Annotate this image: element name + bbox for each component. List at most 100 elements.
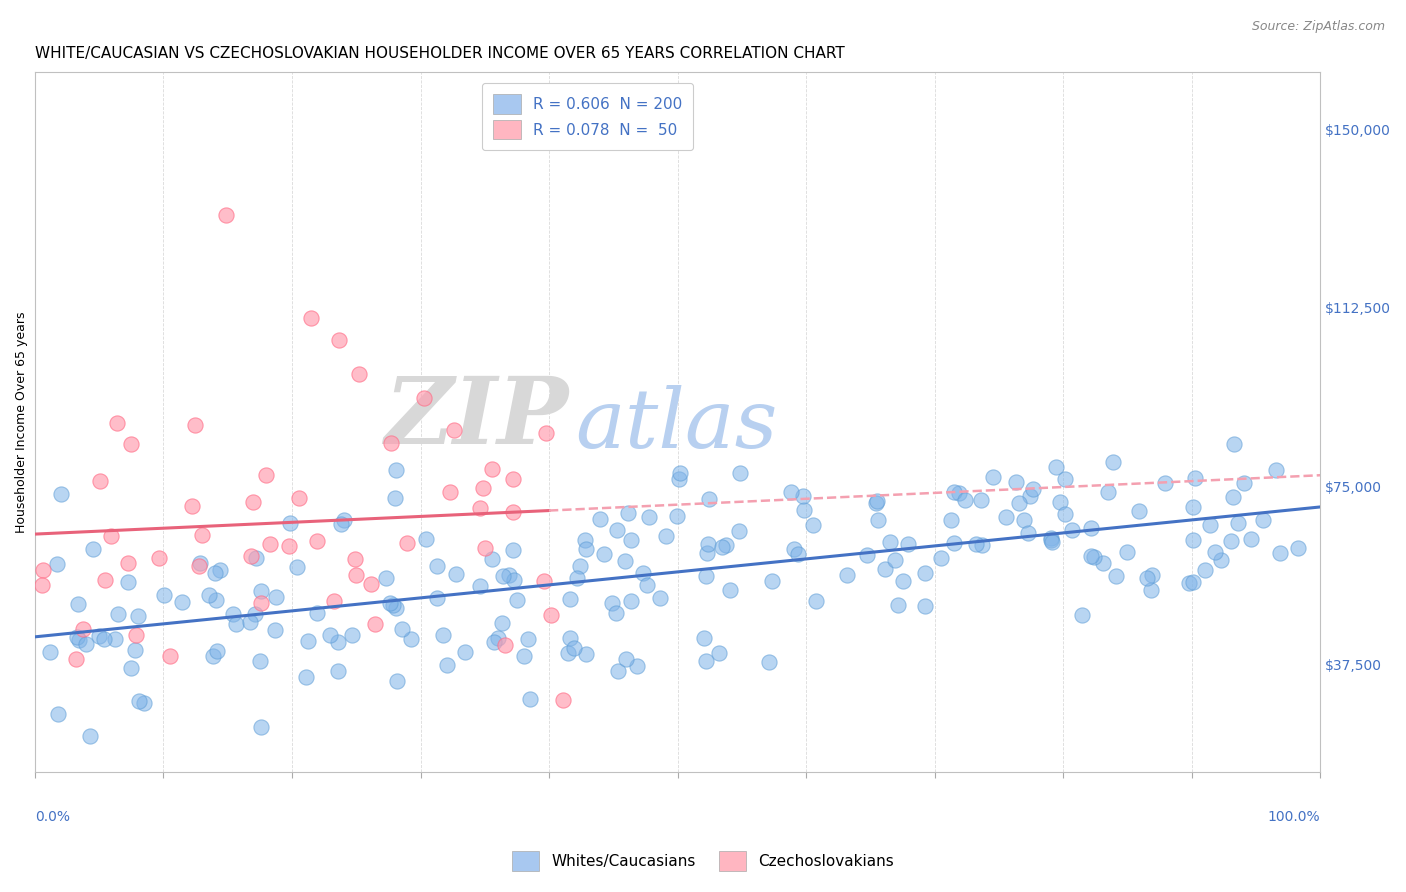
Point: [865, 496, 887, 510]
Point: [1181, 533, 1204, 547]
Point: [104, 632, 127, 646]
Point: [502, 505, 524, 519]
Point: [492, 569, 515, 583]
Point: [891, 574, 914, 588]
Point: [787, 547, 810, 561]
Point: [328, 333, 350, 347]
Point: [638, 510, 661, 524]
Point: [204, 566, 226, 580]
Point: [384, 491, 406, 506]
Point: [93, 632, 115, 646]
Point: [242, 494, 264, 508]
Point: [100, 529, 122, 543]
Point: [606, 523, 628, 537]
Point: [153, 588, 176, 602]
Point: [333, 513, 356, 527]
Point: [502, 472, 524, 486]
Point: [360, 576, 382, 591]
Point: [278, 539, 301, 553]
Point: [728, 467, 751, 481]
Point: [396, 535, 419, 549]
Point: [1017, 525, 1039, 540]
Point: [124, 643, 146, 657]
Point: [278, 516, 301, 531]
Point: [105, 417, 128, 431]
Point: [948, 485, 970, 500]
Point: [617, 506, 640, 520]
Point: [188, 556, 211, 570]
Point: [1233, 476, 1256, 491]
Point: [953, 493, 976, 508]
Point: [758, 655, 780, 669]
Point: [607, 664, 630, 678]
Point: [474, 541, 496, 555]
Point: [66, 597, 89, 611]
Point: [294, 670, 316, 684]
Point: [285, 559, 308, 574]
Point: [391, 622, 413, 636]
Point: [245, 551, 267, 566]
Point: [1012, 513, 1035, 527]
Point: [297, 634, 319, 648]
Point: [605, 606, 627, 620]
Point: [1083, 549, 1105, 564]
Point: [31, 578, 53, 592]
Point: [783, 542, 806, 557]
Point: [82, 542, 104, 557]
Point: [344, 552, 367, 566]
Point: [1071, 607, 1094, 622]
Point: [1182, 500, 1205, 514]
Point: [1286, 541, 1309, 555]
Y-axis label: Householder Income Over 65 years: Householder Income Over 65 years: [15, 311, 28, 533]
Point: [38, 645, 60, 659]
Point: [668, 472, 690, 486]
Point: [1092, 556, 1115, 570]
Point: [299, 311, 322, 326]
Point: [516, 632, 538, 646]
Point: [503, 574, 526, 588]
Point: [201, 648, 224, 663]
Point: [1040, 533, 1063, 548]
Point: [575, 542, 598, 557]
Point: [117, 575, 139, 590]
Point: [1128, 504, 1150, 518]
Point: [468, 500, 491, 515]
Point: [1251, 513, 1274, 527]
Point: [46, 706, 69, 721]
Point: [94, 573, 117, 587]
Point: [536, 425, 558, 440]
Point: [565, 571, 588, 585]
Point: [190, 528, 212, 542]
Point: [120, 437, 142, 451]
Point: [695, 654, 717, 668]
Point: [132, 696, 155, 710]
Point: [322, 593, 344, 607]
Point: [1022, 482, 1045, 496]
Point: [1005, 475, 1028, 489]
Point: [1080, 521, 1102, 535]
Point: [695, 569, 717, 583]
Text: Source: ZipAtlas.com: Source: ZipAtlas.com: [1251, 20, 1385, 33]
Point: [254, 467, 277, 482]
Point: [981, 470, 1004, 484]
Point: [1227, 516, 1250, 530]
Point: [879, 535, 901, 549]
Point: [239, 615, 262, 629]
Point: [1039, 531, 1062, 545]
Point: [887, 598, 910, 612]
Point: [125, 628, 148, 642]
Point: [1105, 568, 1128, 582]
Point: [707, 646, 730, 660]
Point: [1222, 490, 1244, 504]
Point: [491, 615, 513, 630]
Point: [620, 533, 643, 547]
Text: ZIP: ZIP: [384, 374, 568, 464]
Point: [942, 484, 965, 499]
Point: [472, 481, 495, 495]
Point: [215, 208, 238, 222]
Point: [239, 549, 262, 563]
Point: [415, 532, 437, 546]
Point: [1209, 553, 1232, 567]
Point: [344, 568, 367, 582]
Point: [1223, 436, 1246, 450]
